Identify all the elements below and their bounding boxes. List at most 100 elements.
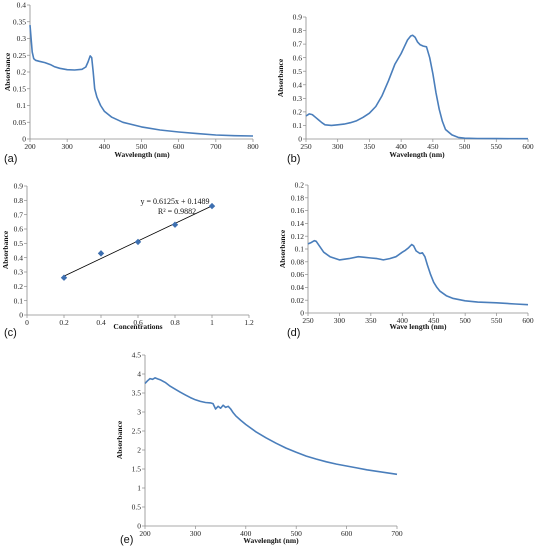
y-tick-label: 0.7 <box>293 40 303 49</box>
x-tick-label: 350 <box>364 142 376 151</box>
x-tick-label: 600 <box>341 529 353 538</box>
y-tick-label: 0.5 <box>132 503 142 512</box>
panel-label: (e) <box>120 534 133 546</box>
y-tick-label: 4 <box>137 370 141 379</box>
y-tick-label: 0.1 <box>295 245 305 254</box>
x-tick-label: 300 <box>332 142 344 151</box>
y-tick-label: 3 <box>137 408 141 417</box>
x-tick-label: 0.4 <box>96 318 106 327</box>
y-tick-label: 0.35 <box>13 17 26 26</box>
x-tick-label: 450 <box>428 316 440 325</box>
x-tick-label: 550 <box>491 316 503 325</box>
y-tick-label: 0.2 <box>14 282 24 291</box>
r-squared-value: R² = 0.9882 <box>158 207 196 216</box>
x-axis-label: Wave length (nm) <box>389 322 447 331</box>
x-axis-label: Concentrations <box>113 322 162 331</box>
y-tick-label: 0.04 <box>291 283 304 292</box>
series-line <box>307 239 529 306</box>
series-line <box>144 376 398 476</box>
series-line <box>29 25 254 137</box>
data-point-marker <box>97 250 105 257</box>
y-tick-label: 0.2 <box>17 68 27 77</box>
panel-label: (a) <box>4 153 17 165</box>
chart-d: 0 0.02 0.04 0.06 0.08 0.1 0.12 0.14 0.16 0.18 0.2 2… <box>278 181 534 339</box>
y-tick-label: 0.8 <box>293 26 303 35</box>
y-tick-label: 0 <box>300 309 304 318</box>
y-tick-label: 0.16 <box>291 206 304 215</box>
y-tick-label: 0.06 <box>291 270 304 279</box>
x-tick-label: 500 <box>291 529 303 538</box>
y-tick-label: 0.5 <box>14 239 24 248</box>
x-tick-label: 0.2 <box>59 318 69 327</box>
x-tick-label: 400 <box>240 529 252 538</box>
y-tick-label: 0.1 <box>14 296 24 305</box>
chart-a: 0 0.05 0.1 0.15 0.2 0.25 0.3 0.35 0.4 200 300 400 50… <box>3 1 259 165</box>
data-point-marker <box>208 202 216 210</box>
y-tick-label: 0.6 <box>14 225 24 234</box>
y-axis-label: Absorbance <box>3 52 12 91</box>
x-axis-label: Wavelenght (nm) <box>243 536 299 545</box>
x-tick-label: 300 <box>190 529 202 538</box>
y-tick-label: 0 <box>19 311 23 320</box>
x-tick-label: 1 <box>210 318 214 327</box>
y-tick-label: 0.14 <box>291 219 304 228</box>
x-tick-label: 350 <box>365 316 377 325</box>
x-tick-label: 550 <box>491 142 503 151</box>
panel-label: (d) <box>287 327 300 339</box>
y-tick-label: 0.08 <box>291 257 304 266</box>
y-tick-label: 1.5 <box>132 465 142 474</box>
y-tick-label: 0.8 <box>14 196 24 205</box>
y-tick-label: 2 <box>137 446 141 455</box>
y-tick-label: 0.4 <box>293 80 303 89</box>
y-tick-label: 0.6 <box>293 53 303 62</box>
y-tick-label: 0.9 <box>14 182 24 191</box>
y-tick-label: 3.5 <box>132 389 142 398</box>
x-tick-label: 200 <box>139 529 151 538</box>
y-tick-label: 0.15 <box>13 84 26 93</box>
y-tick-label: 0.2 <box>293 107 303 116</box>
y-tick-label: 0 <box>298 135 302 144</box>
y-tick-label: 1 <box>137 484 141 493</box>
data-point-marker <box>171 221 179 228</box>
y-tick-label: 0.4 <box>14 253 24 262</box>
x-tick-label: 0.8 <box>170 318 180 327</box>
y-tick-label: 0.3 <box>293 94 303 103</box>
panel-label: (c) <box>4 327 17 339</box>
x-tick-label: 400 <box>396 142 408 151</box>
y-tick-label: 0.05 <box>13 118 26 127</box>
y-tick-label: 0.12 <box>291 232 304 241</box>
x-tick-label: 500 <box>136 142 148 151</box>
y-tick-label: 0.2 <box>295 181 305 190</box>
x-tick-label: 250 <box>300 142 312 151</box>
y-tick-label: 0.7 <box>14 210 24 219</box>
x-tick-label: 400 <box>99 142 111 151</box>
y-axis-label: Absorbance <box>276 58 285 97</box>
x-tick-label: 600 <box>522 316 534 325</box>
x-tick-label: 400 <box>397 316 409 325</box>
x-axis-label: Wavelength (nm) <box>114 150 170 159</box>
x-tick-label: 600 <box>522 142 534 151</box>
panel-label: (b) <box>287 153 300 165</box>
y-tick-label: 2.5 <box>132 427 142 436</box>
y-tick-label: 4.5 <box>132 351 142 360</box>
x-tick-label: 0 <box>25 318 29 327</box>
y-axis-label: Absorbance <box>278 229 287 268</box>
y-tick-label: 0.1 <box>293 121 303 130</box>
x-tick-label: 1.2 <box>244 318 254 327</box>
x-tick-label: 300 <box>334 316 346 325</box>
data-point-marker <box>60 274 68 281</box>
chart-e: 0 0.5 1 1.5 2 2.5 3 3.5 4 4.5 200 300 400 500 600 700 Wa… <box>115 351 403 546</box>
y-tick-label: 0 <box>137 522 141 531</box>
x-tick-label: 500 <box>460 316 472 325</box>
y-axis-label: Absorbance <box>115 420 124 459</box>
y-tick-label: 0.02 <box>291 296 304 305</box>
y-tick-label: 0.5 <box>293 67 303 76</box>
y-tick-label: 0 <box>22 135 26 144</box>
x-tick-label: 600 <box>173 142 185 151</box>
x-tick-label: 500 <box>459 142 471 151</box>
y-tick-label: 0.4 <box>17 1 27 10</box>
x-axis-label: Wavelength (nm) <box>389 150 445 159</box>
x-tick-label: 700 <box>210 142 222 151</box>
y-tick-label: 0.9 <box>293 13 303 22</box>
data-point-marker <box>134 238 142 246</box>
